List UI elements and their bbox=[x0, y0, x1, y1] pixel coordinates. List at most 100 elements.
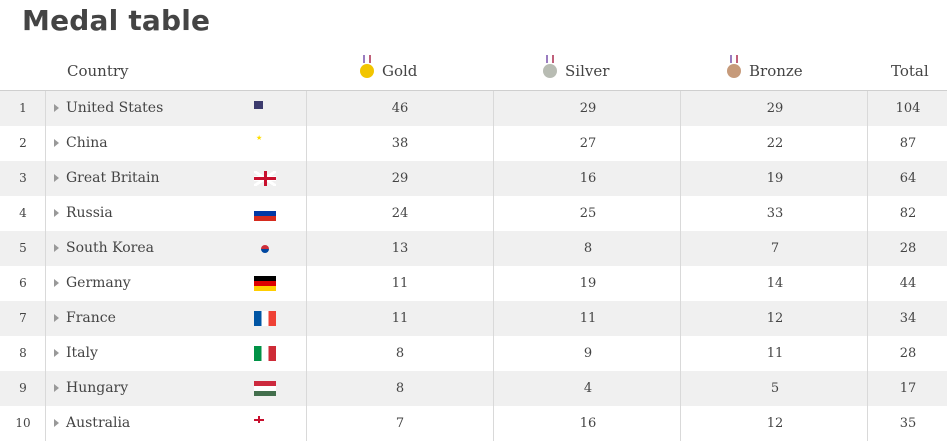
column-header-total[interactable]: Total bbox=[891, 62, 929, 80]
table-row[interactable]: 3 Great Britain 29 16 19 64 bbox=[0, 161, 947, 196]
column-divider bbox=[493, 266, 494, 301]
column-divider bbox=[493, 126, 494, 161]
rank-cell: 4 bbox=[19, 206, 27, 220]
silver-count: 29 bbox=[579, 101, 597, 116]
total-count: 44 bbox=[899, 276, 917, 291]
bronze-count: 22 bbox=[766, 136, 784, 151]
table-row[interactable]: 9 Hungary 8 4 5 17 bbox=[0, 371, 947, 406]
column-divider bbox=[306, 336, 307, 371]
table-body: 1 United States 46 29 29 104 2 China 38 27 22 87 3 Gr… bbox=[0, 91, 947, 441]
table-row[interactable]: 1 United States 46 29 29 104 bbox=[0, 91, 947, 126]
expand-arrow-icon[interactable] bbox=[54, 384, 59, 392]
expand-arrow-icon[interactable] bbox=[54, 139, 59, 147]
column-header-country[interactable]: Country bbox=[67, 62, 129, 80]
column-divider bbox=[867, 336, 868, 371]
country-name[interactable]: Italy bbox=[66, 345, 98, 361]
page-title: Medal table bbox=[22, 4, 211, 37]
total-count: 17 bbox=[899, 381, 917, 396]
total-count: 34 bbox=[899, 311, 917, 326]
column-divider bbox=[45, 336, 46, 371]
expand-arrow-icon[interactable] bbox=[54, 244, 59, 252]
expand-arrow-icon[interactable] bbox=[54, 279, 59, 287]
column-header-silver[interactable]: Silver bbox=[543, 55, 609, 80]
country-name[interactable]: Great Britain bbox=[66, 170, 160, 186]
column-header-gold-label: Gold bbox=[382, 62, 418, 80]
gold-count: 8 bbox=[395, 381, 405, 396]
table-row[interactable]: 4 Russia 24 25 33 82 bbox=[0, 196, 947, 231]
column-divider bbox=[493, 371, 494, 406]
table-row[interactable]: 8 Italy 8 9 11 28 bbox=[0, 336, 947, 371]
rank-cell: 3 bbox=[19, 171, 27, 185]
column-divider bbox=[493, 336, 494, 371]
column-divider bbox=[45, 301, 46, 336]
country-name[interactable]: Australia bbox=[66, 415, 131, 431]
expand-arrow-icon[interactable] bbox=[54, 104, 59, 112]
bronze-count: 29 bbox=[766, 101, 784, 116]
gold-count: 46 bbox=[391, 101, 409, 116]
country-name[interactable]: Germany bbox=[66, 275, 131, 291]
column-divider bbox=[680, 161, 681, 196]
gold-count: 13 bbox=[391, 241, 409, 256]
table-row[interactable]: 10 Australia 7 16 12 35 bbox=[0, 406, 947, 441]
column-divider bbox=[306, 406, 307, 441]
total-count: 82 bbox=[899, 206, 917, 221]
total-count: 64 bbox=[899, 171, 917, 186]
bronze-count: 11 bbox=[766, 346, 784, 361]
expand-arrow-icon[interactable] bbox=[54, 174, 59, 182]
column-divider bbox=[680, 91, 681, 126]
column-divider bbox=[493, 231, 494, 266]
table-row[interactable]: 2 China 38 27 22 87 bbox=[0, 126, 947, 161]
table-header: Country Gold Silver Bronze Total bbox=[0, 52, 947, 91]
bronze-count: 19 bbox=[766, 171, 784, 186]
rank-cell: 7 bbox=[19, 311, 27, 325]
it-flag-icon bbox=[254, 346, 276, 361]
bronze-count: 33 bbox=[766, 206, 784, 221]
total-count: 104 bbox=[895, 101, 921, 116]
column-divider bbox=[493, 161, 494, 196]
column-divider bbox=[867, 196, 868, 231]
total-count: 87 bbox=[899, 136, 917, 151]
expand-arrow-icon[interactable] bbox=[54, 209, 59, 217]
country-name[interactable]: France bbox=[66, 310, 116, 326]
column-divider bbox=[680, 371, 681, 406]
column-divider bbox=[493, 301, 494, 336]
column-divider bbox=[45, 266, 46, 301]
country-name[interactable]: Hungary bbox=[66, 380, 129, 396]
column-divider bbox=[45, 406, 46, 441]
expand-arrow-icon[interactable] bbox=[54, 419, 59, 427]
column-divider bbox=[680, 336, 681, 371]
table-row[interactable]: 5 South Korea 13 8 7 28 bbox=[0, 231, 947, 266]
bronze-count: 14 bbox=[766, 276, 784, 291]
country-name[interactable]: United States bbox=[66, 100, 164, 116]
rank-cell: 1 bbox=[19, 101, 27, 115]
expand-arrow-icon[interactable] bbox=[54, 314, 59, 322]
rank-cell: 2 bbox=[19, 136, 27, 150]
gold-count: 7 bbox=[395, 416, 405, 431]
gold-count: 29 bbox=[391, 171, 409, 186]
total-count: 35 bbox=[899, 416, 917, 431]
country-name[interactable]: Russia bbox=[66, 205, 113, 221]
rank-cell: 10 bbox=[15, 416, 31, 430]
column-divider bbox=[867, 406, 868, 441]
country-name[interactable]: South Korea bbox=[66, 240, 154, 256]
column-divider bbox=[493, 406, 494, 441]
column-header-bronze[interactable]: Bronze bbox=[727, 55, 803, 80]
gold-count: 11 bbox=[391, 311, 409, 326]
column-divider bbox=[680, 126, 681, 161]
column-divider bbox=[45, 91, 46, 126]
column-divider bbox=[306, 371, 307, 406]
column-divider bbox=[867, 126, 868, 161]
expand-arrow-icon[interactable] bbox=[54, 349, 59, 357]
column-divider bbox=[306, 266, 307, 301]
rank-cell: 9 bbox=[19, 381, 27, 395]
country-name[interactable]: China bbox=[66, 135, 108, 151]
table-row[interactable]: 6 Germany 11 19 14 44 bbox=[0, 266, 947, 301]
column-header-gold[interactable]: Gold bbox=[360, 55, 418, 80]
column-divider bbox=[867, 231, 868, 266]
silver-count: 19 bbox=[579, 276, 597, 291]
column-divider bbox=[493, 196, 494, 231]
column-divider bbox=[867, 371, 868, 406]
bronze-medal-icon bbox=[727, 55, 741, 78]
gold-count: 11 bbox=[391, 276, 409, 291]
table-row[interactable]: 7 France 11 11 12 34 bbox=[0, 301, 947, 336]
